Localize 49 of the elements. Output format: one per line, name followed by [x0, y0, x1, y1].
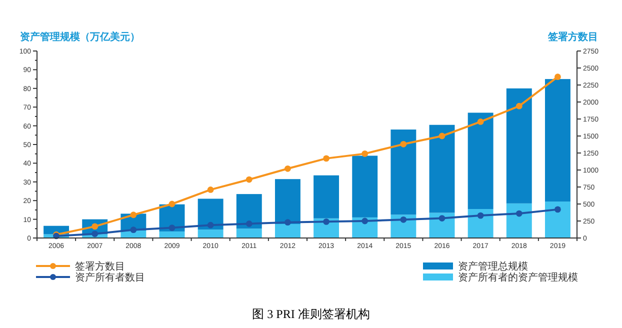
bar — [390, 130, 416, 215]
bar — [429, 124, 455, 213]
point — [516, 102, 522, 110]
bar — [274, 224, 300, 238]
bar — [236, 194, 262, 229]
bar — [468, 112, 494, 210]
bar — [352, 156, 378, 218]
point — [168, 200, 176, 208]
bar — [468, 209, 494, 238]
point — [516, 210, 522, 217]
point — [477, 212, 484, 219]
point — [130, 212, 137, 218]
legend-label: 资产所有者数目 — [75, 272, 145, 284]
bar — [506, 203, 532, 238]
legend-label: 资产管理总规模 — [458, 260, 528, 272]
point — [207, 186, 214, 193]
point — [246, 220, 252, 227]
bar — [314, 175, 340, 218]
point — [362, 218, 368, 224]
bar — [544, 202, 570, 238]
point — [168, 224, 176, 231]
point — [362, 150, 368, 157]
point — [400, 140, 407, 148]
point — [438, 215, 446, 222]
point — [92, 230, 98, 238]
legend-label: 资产所有者的资产管理规模 — [458, 272, 578, 284]
y-axis-title: 资产管理规模（万亿美元） — [20, 31, 140, 43]
point — [554, 74, 561, 80]
y2-axis-title: 签署方数目 — [547, 31, 598, 43]
point — [284, 219, 291, 226]
caption: 图 3 PRI 准则签署机构 — [252, 307, 370, 321]
point — [554, 206, 561, 213]
point — [477, 118, 484, 125]
bar — [236, 228, 262, 238]
bar — [274, 179, 300, 224]
point — [323, 155, 330, 162]
point — [207, 222, 214, 228]
point — [284, 165, 291, 172]
point — [438, 132, 446, 140]
bar — [159, 231, 185, 238]
point — [400, 216, 407, 223]
point — [130, 226, 137, 234]
bar — [544, 79, 570, 202]
point — [323, 218, 330, 225]
legend-label: 签署方数目 — [75, 260, 125, 272]
point — [246, 176, 252, 183]
bar — [506, 88, 532, 204]
bar — [198, 198, 224, 230]
bar — [198, 230, 224, 238]
